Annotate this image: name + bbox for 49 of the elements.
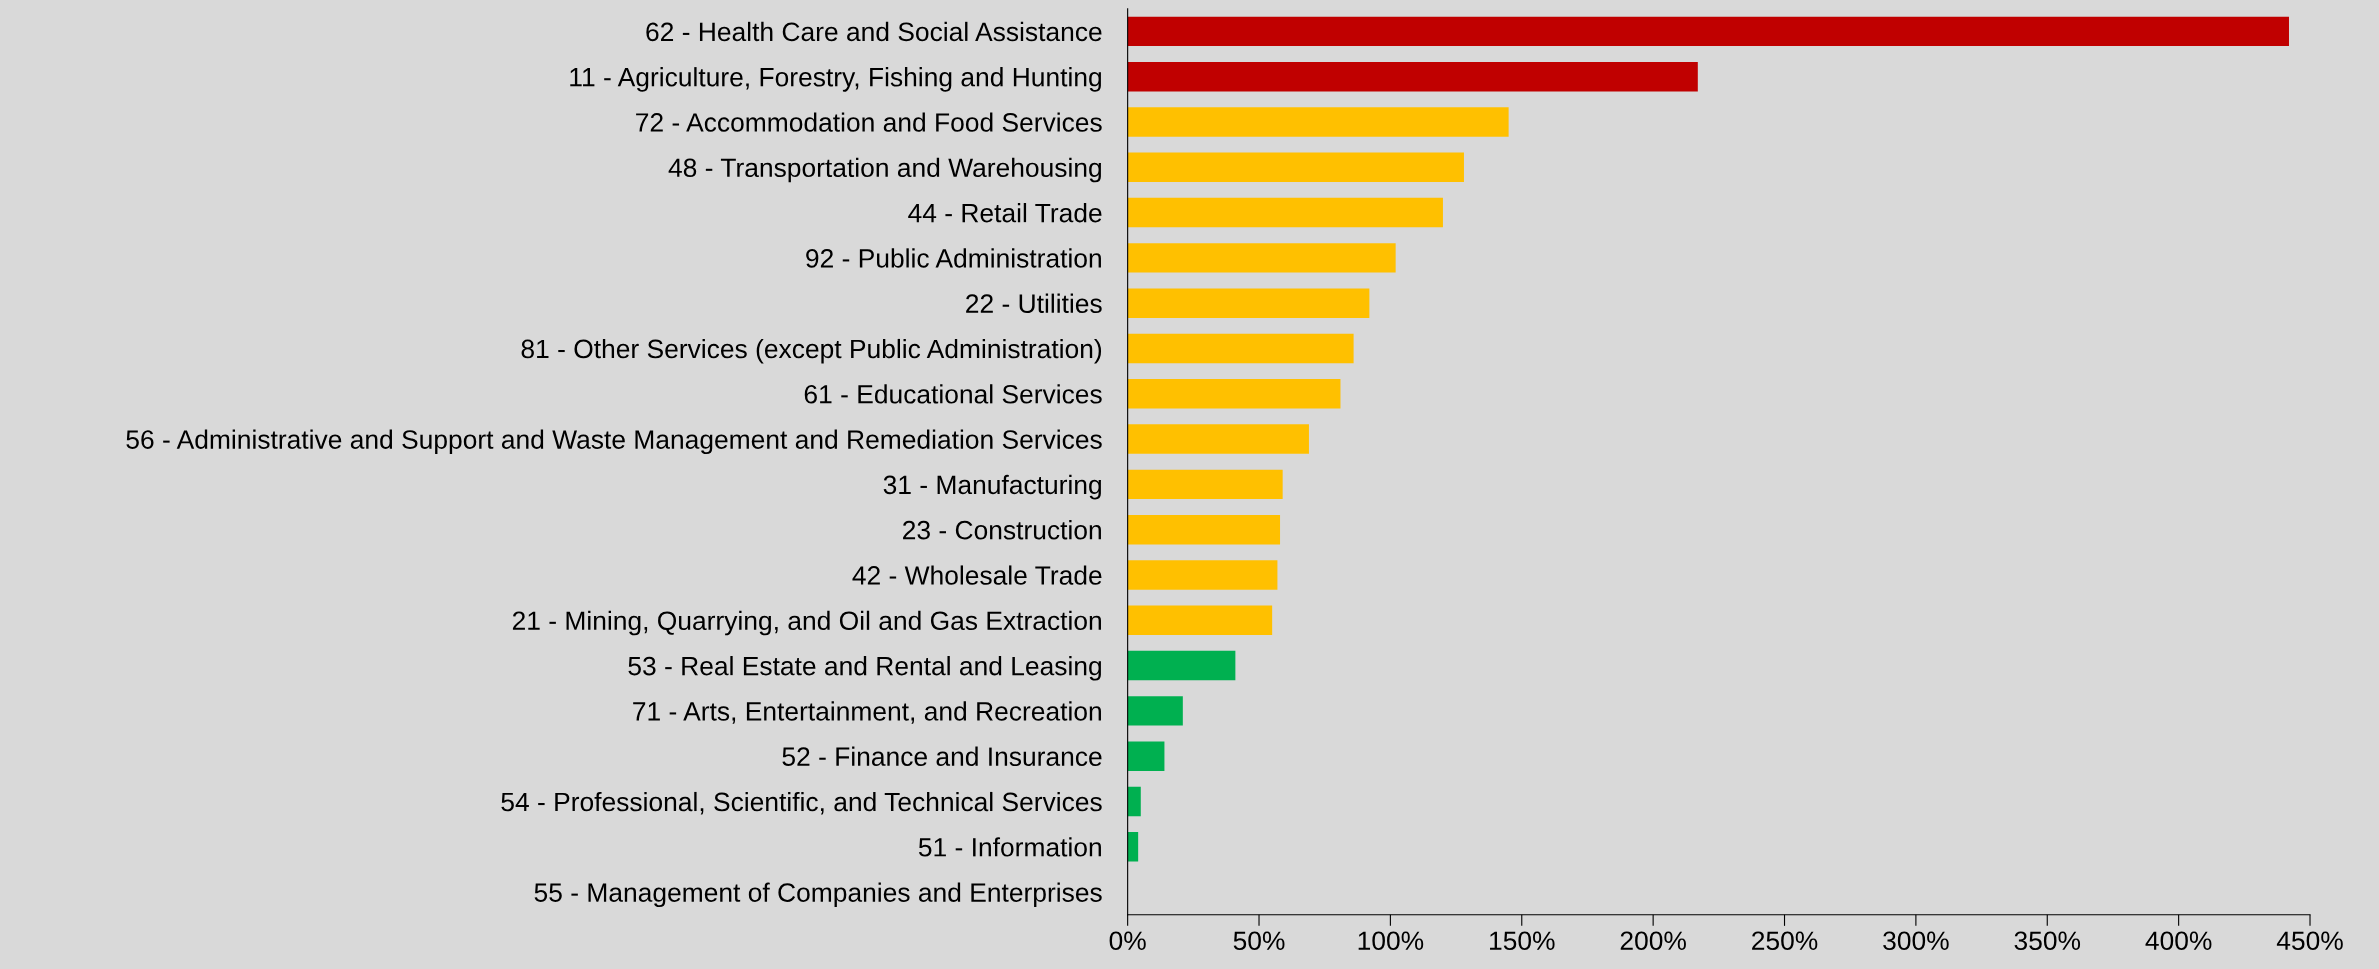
x-tick-label: 200% (1620, 931, 1686, 951)
x-tick-label: 250% (1752, 931, 1818, 951)
bar (1127, 514, 1281, 545)
y-tick-label: 53 - Real Estate and Rental and Leasing (628, 656, 1101, 681)
x-tick-label: 300% (1883, 931, 1949, 951)
x-tick-label: 50% (1233, 931, 1285, 951)
bar (1127, 379, 1341, 409)
y-tick-label: 23 - Construction (903, 520, 1101, 540)
y-tick-label: 92 - Public Administration (806, 248, 1101, 268)
y-tick-label: 42 - Wholesale Trade (852, 565, 1102, 585)
y-tick-label: 61 - Educational Services (804, 384, 1102, 404)
y-tick-label: 72 - Accommodation and Food Services (636, 112, 1102, 132)
y-tick-label: 62 - Health Care and Social Assistance (646, 21, 1102, 42)
y-tick-label: 71 - Arts, Entertainment, and Recreation (633, 701, 1101, 724)
bar (1127, 469, 1283, 500)
bar (1127, 107, 1509, 137)
x-tick-label: 0% (1109, 931, 1146, 951)
bar (1127, 152, 1464, 182)
bar (1127, 197, 1443, 228)
bar (1127, 696, 1183, 726)
bar (1127, 741, 1165, 771)
bar (1127, 16, 2289, 47)
bar (1127, 243, 1396, 273)
y-tick-label: 21 - Mining, Quarrying, and Oil and Gas Extraction (512, 610, 1101, 636)
bar (1127, 650, 1236, 681)
bar (1127, 560, 1278, 590)
bar (1127, 605, 1273, 635)
bar (1127, 61, 1698, 92)
bar (1127, 288, 1370, 318)
y-tick-label: 55 - Management of Companies and Enterprises (534, 882, 1102, 908)
x-tick-label: 100% (1358, 931, 1424, 951)
bar (1127, 424, 1309, 454)
bar (1127, 786, 1141, 817)
x-tick-label: 150% (1490, 931, 1555, 951)
bar (1127, 333, 1354, 364)
x-tick-label: 400% (2145, 931, 2212, 951)
y-tick-label: 81 - Other Services (except Public Administration) (521, 338, 1102, 364)
y-tick-label: 22 - Utilities (966, 293, 1102, 313)
y-tick-label: 11 - Agriculture, Forestry, Fishing and Hunting (570, 67, 1101, 92)
y-tick-label: 51 - Information (918, 837, 1101, 857)
y-tick-label: 54 - Professional, Scientific, and Technical Services (501, 791, 1102, 815)
y-tick-label: 56 - Administrative and Support and Waste Management and Remediation Services (126, 429, 1102, 455)
y-tick-label: 44 - Retail Trade (908, 203, 1102, 223)
bar (1127, 832, 1139, 862)
y-tick-label: 52 - Finance and Insurance (782, 746, 1102, 766)
y-tick-label: 48 - Transportation and Warehousing (668, 157, 1101, 183)
x-tick-label: 350% (2014, 931, 2081, 951)
y-tick-label: 31 - Manufacturing (883, 474, 1101, 500)
x-tick-label: 450% (2276, 931, 2343, 951)
